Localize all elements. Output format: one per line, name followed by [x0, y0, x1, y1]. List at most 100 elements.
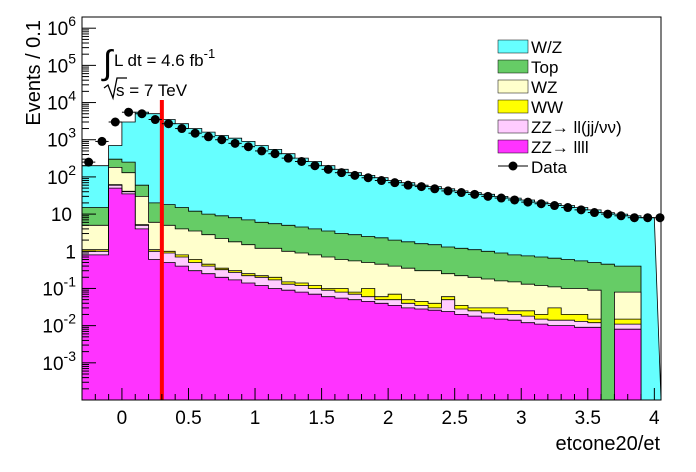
- data-point: [561, 203, 575, 213]
- luminosity-text: L dt = 4.6 fb-1: [114, 46, 215, 70]
- data-point: [108, 117, 122, 127]
- data-point: [441, 186, 455, 196]
- data-point: [175, 124, 189, 134]
- x-tick-label: 2: [383, 408, 394, 429]
- integral-sign-icon: ∫: [101, 44, 114, 82]
- data-point: [414, 182, 429, 192]
- legend-swatch: [497, 99, 529, 114]
- x-tick-label: 1: [250, 408, 261, 429]
- data-point: [494, 193, 508, 203]
- y-tick-label: 106: [47, 13, 76, 40]
- y-tick-label: 10-1: [42, 273, 76, 300]
- y-tick-label: 10: [51, 205, 72, 226]
- data-point: [481, 191, 495, 201]
- data-point: [334, 168, 349, 178]
- data-point: [521, 197, 535, 207]
- y-tick-label: 103: [47, 125, 76, 152]
- x-tick-label: 0: [117, 408, 128, 429]
- legend-entry: ZZ→ ll(jj/νν): [497, 118, 622, 137]
- data-point: [148, 115, 162, 125]
- data-point: [281, 153, 295, 163]
- data-point: [308, 161, 322, 171]
- data-point: [215, 135, 229, 145]
- stacked-backgrounds: [81, 111, 662, 401]
- data-point: [587, 208, 602, 218]
- data-point: [228, 138, 242, 148]
- x-tick-label: 3.5: [575, 408, 601, 429]
- data-point: [627, 213, 642, 223]
- data-point: [401, 180, 415, 190]
- legend-label: Top: [531, 58, 558, 77]
- energy-text: s = 7 TeV: [116, 81, 188, 100]
- legend-swatch: [497, 139, 529, 154]
- x-tick-label: 3: [516, 408, 527, 429]
- data-point: [574, 205, 588, 215]
- legend-swatch: [497, 79, 529, 94]
- data-point: [601, 209, 615, 219]
- data-point: [268, 149, 282, 159]
- data-point: [255, 146, 269, 156]
- series-area-ZZ→ llll: [81, 187, 661, 401]
- data-point: [388, 178, 402, 188]
- legend-label: ZZ→ llll: [531, 138, 589, 157]
- y-axis-title: Events / 0.1: [23, 20, 45, 126]
- series-ZZ→ llll: [81, 187, 661, 401]
- data-point: [348, 170, 362, 180]
- y-tick-label: 10-3: [42, 348, 76, 375]
- data-point: [82, 157, 96, 167]
- data-point: [201, 132, 216, 142]
- data-point: [241, 142, 256, 152]
- x-tick-label: 2.5: [441, 408, 467, 429]
- legend-swatch: [497, 59, 529, 74]
- y-axis: 10-3 10-2 10-1 1 10 102 103 104 105 106: [42, 13, 96, 401]
- data-point: [95, 136, 109, 146]
- legend-label: WW: [531, 98, 563, 117]
- data-point: [507, 195, 522, 205]
- y-tick-label: 1: [65, 242, 76, 263]
- legend-label: Data: [531, 158, 567, 177]
- legend-label: W/Z: [531, 38, 562, 57]
- legend-swatch: [497, 39, 529, 54]
- legend-marker: [508, 161, 518, 171]
- data-point: [361, 173, 375, 183]
- sqrt-sign-icon: [103, 77, 127, 101]
- legend-swatch: [497, 119, 529, 134]
- data-point: [547, 201, 562, 211]
- data-point: [161, 119, 176, 129]
- legend-entry: ZZ→ llll: [497, 138, 589, 157]
- x-axis-title: etcone20/et: [555, 433, 660, 455]
- legend-entry: Top: [497, 58, 558, 77]
- data-point: [454, 188, 468, 198]
- luminosity-label: ∫ L dt = 4.6 fb-1: [101, 44, 215, 82]
- data-point: [135, 109, 149, 119]
- plot-frame: [81, 16, 662, 401]
- data-point: [428, 184, 442, 194]
- y-tick-label: 105: [47, 50, 76, 77]
- legend-entry: WZ: [497, 78, 557, 97]
- legend-entry: W/Z: [497, 38, 562, 57]
- energy-label: s = 7 TeV: [103, 77, 188, 101]
- data-point: [294, 156, 309, 166]
- legend-label: WZ: [531, 78, 557, 97]
- data-point: [641, 213, 655, 223]
- legend-label: ZZ→ ll(jj/νν): [531, 118, 622, 137]
- y-tick-label: 102: [47, 162, 76, 189]
- x-axis: 0 0.5 1 1.5 2 2.5 3 3.5 4: [81, 388, 660, 429]
- legend-entry: WW: [497, 98, 563, 117]
- data-point: [321, 164, 335, 174]
- legend-entry-data: Data: [498, 158, 567, 177]
- data-point: [374, 176, 389, 186]
- x-tick-label: 4: [649, 408, 660, 429]
- data-point: [534, 199, 548, 209]
- y-tick-label: 104: [47, 88, 76, 115]
- x-tick-label: 0.5: [175, 408, 201, 429]
- data-point: [614, 211, 628, 221]
- data-point: [188, 128, 202, 138]
- data-point: [468, 189, 482, 199]
- data-point: [121, 107, 136, 117]
- data-points: [82, 107, 665, 223]
- y-tick-label: 10-2: [42, 311, 76, 338]
- x-tick-label: 1.5: [308, 408, 334, 429]
